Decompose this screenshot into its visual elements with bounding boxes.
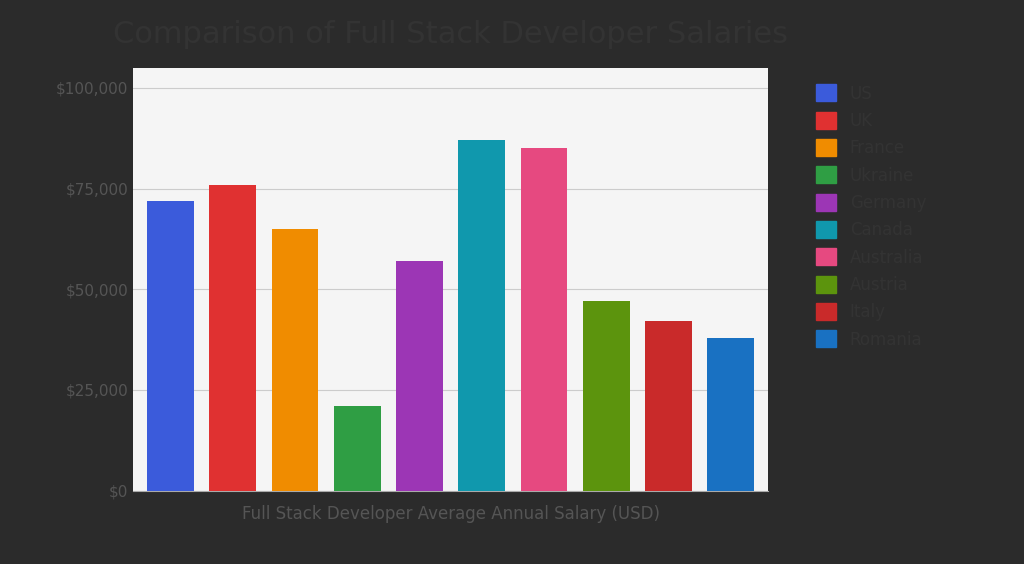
Bar — [396, 261, 442, 491]
Bar — [147, 201, 194, 491]
Bar — [209, 184, 256, 491]
Bar — [645, 321, 692, 491]
Bar — [708, 338, 754, 491]
Legend: US, UK, France, Ukraine, Germany, Canada, Australia, Austria, Italy, Romania: US, UK, France, Ukraine, Germany, Canada… — [808, 76, 935, 357]
Title: Comparison of Full Stack Developer Salaries: Comparison of Full Stack Developer Salar… — [113, 20, 788, 49]
Bar — [271, 229, 318, 491]
Bar — [334, 406, 381, 491]
X-axis label: Full Stack Developer Average Annual Salary (USD): Full Stack Developer Average Annual Sala… — [242, 505, 659, 523]
Bar — [583, 301, 630, 491]
Bar — [459, 140, 505, 491]
Bar — [520, 148, 567, 491]
